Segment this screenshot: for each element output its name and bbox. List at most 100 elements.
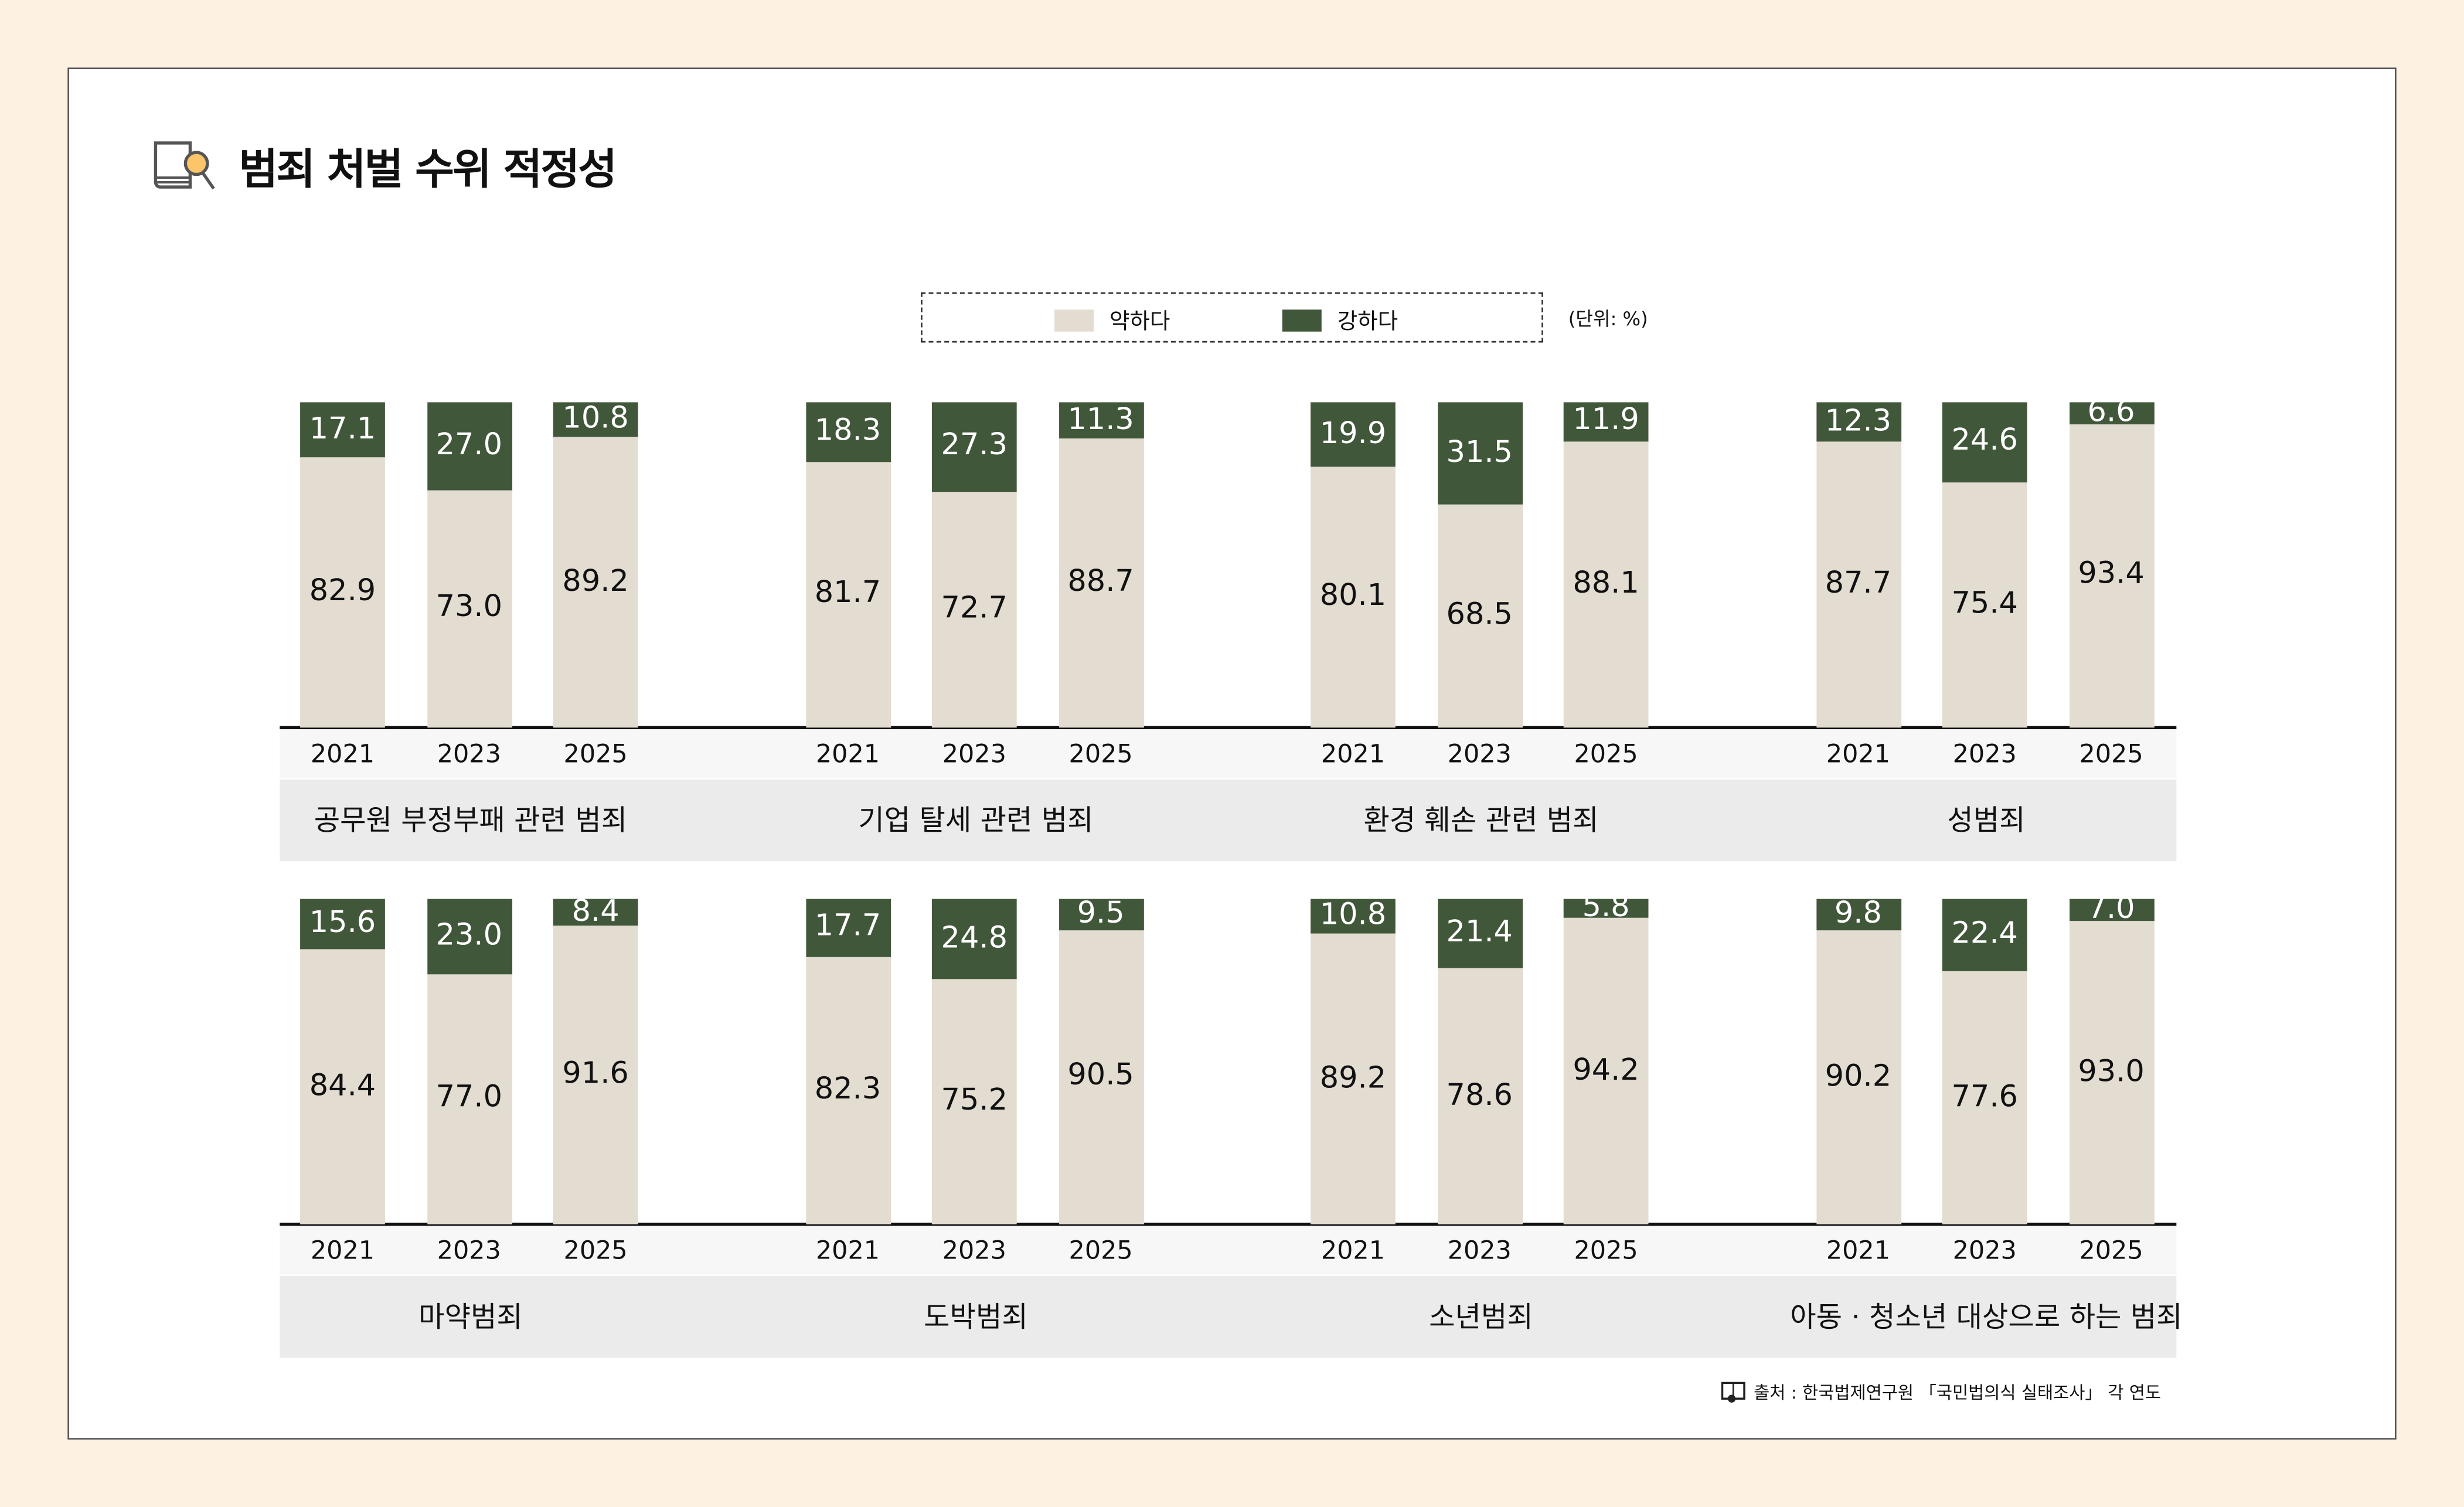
legend-label-weak: 약하다 (1109, 309, 1170, 335)
data-label-strong: 31.5 (1446, 434, 1513, 470)
bar-strong-2023 (1942, 899, 2027, 972)
bar-strong-2021 (300, 402, 385, 458)
bar-strong-2021 (805, 402, 890, 462)
data-label-strong: 8.4 (571, 893, 620, 928)
source-icon (1721, 1382, 1745, 1403)
data-label-strong: 17.1 (309, 411, 376, 446)
bar-weak-2025 (1058, 439, 1143, 728)
bar-weak-2023 (1942, 482, 2027, 728)
data-label-strong: 21.4 (1446, 914, 1513, 950)
bar-weak-2025 (553, 437, 638, 728)
data-label-weak: 73.0 (435, 590, 503, 625)
x-tick-label: 2023 (1447, 739, 1512, 769)
bar-weak-2021 (1311, 467, 1396, 728)
x-tick-label: 2025 (563, 739, 628, 769)
bar-strong-2023 (931, 402, 1017, 491)
data-label-strong: 10.8 (1319, 897, 1387, 933)
bar-weak-2023 (1942, 971, 2027, 1224)
bar-weak-2023 (931, 979, 1017, 1224)
x-tick-label: 2025 (2079, 1235, 2143, 1266)
data-label-strong: 15.6 (309, 905, 376, 940)
bar-strong-2021 (1311, 402, 1396, 467)
bar-weak-2021 (805, 461, 890, 728)
data-label-strong: 22.4 (1951, 916, 2018, 951)
x-tick-label: 2023 (437, 739, 501, 769)
bar-strong-2021 (300, 899, 385, 950)
bar-weak-2025 (2068, 921, 2154, 1224)
bar-strong-2021 (805, 899, 890, 957)
category-band (280, 1276, 2177, 1358)
x-tick-label: 2025 (1068, 739, 1133, 769)
data-label-strong: 12.3 (1825, 403, 1892, 438)
x-tick-label: 2023 (437, 1235, 501, 1266)
category-label: 성범죄 (1947, 804, 2026, 838)
data-label-strong: 27.3 (941, 427, 1008, 462)
bar-strong-2023 (1437, 899, 1522, 969)
legend-item-strong: 강하다 (1282, 305, 1398, 336)
category-label: 공무원 부정부패 관련 범죄 (314, 804, 628, 838)
data-label-strong: 18.3 (814, 413, 882, 448)
category-label: 마약범죄 (418, 1301, 523, 1335)
bar-weak-2025 (2068, 423, 2154, 728)
bar-strong-2023 (1942, 402, 2027, 482)
x-tick-label: 2023 (1447, 1235, 1512, 1266)
data-label-strong: 11.3 (1067, 402, 1134, 437)
data-label-weak: 75.2 (941, 1083, 1008, 1118)
x-tick-label: 2021 (310, 1235, 375, 1266)
source-note: 출처 : 한국법제연구원 「국민법의식 실태조사」 각 연도 (1721, 1380, 2161, 1405)
category-band (280, 779, 2177, 862)
data-label-weak: 90.2 (1825, 1059, 1892, 1094)
page-title: 범죄 처벌 수위 적정성 (239, 146, 618, 195)
data-label-weak: 72.7 (941, 590, 1008, 625)
data-label-strong: 27.0 (435, 427, 503, 462)
data-label-weak: 88.1 (1573, 565, 1639, 600)
data-label-weak: 78.6 (1446, 1077, 1513, 1113)
legend: 약하다 강하다 (921, 292, 1543, 343)
data-label-weak: 93.4 (2078, 556, 2145, 591)
category-label: 도박범죄 (924, 1301, 1028, 1335)
x-tick-label: 2025 (2079, 739, 2143, 769)
category-label: 소년범죄 (1429, 1301, 1533, 1335)
data-label-strong: 19.9 (1319, 416, 1387, 451)
data-label-weak: 82.9 (309, 574, 376, 609)
unit-label: (단위: %) (1568, 308, 1648, 331)
data-label-strong: 7.0 (2087, 891, 2135, 926)
x-tick-label: 2021 (1826, 739, 1890, 769)
data-label-strong: 6.6 (2087, 394, 2135, 429)
data-label-weak: 94.2 (1573, 1052, 1639, 1087)
data-label-weak: 84.4 (309, 1068, 376, 1103)
data-label-weak: 80.1 (1319, 578, 1387, 613)
x-tick-label: 2025 (1068, 1235, 1133, 1266)
bar-weak-2025 (1058, 930, 1143, 1224)
data-label-weak: 89.2 (562, 563, 629, 598)
data-label-weak: 68.5 (1446, 597, 1513, 632)
x-tick-label: 2021 (310, 739, 375, 769)
x-tick-label: 2021 (1321, 1235, 1386, 1266)
data-label-weak: 90.5 (1067, 1058, 1134, 1093)
data-label-strong: 5.8 (1582, 889, 1630, 924)
bar-strong-2025 (1563, 402, 1649, 441)
data-label-strong: 9.5 (1077, 895, 1125, 930)
category-label: 아동 · 청소년 대상으로 하는 범죄 (1790, 1301, 2183, 1335)
bar-weak-2023 (426, 490, 512, 728)
data-label-weak: 81.7 (814, 576, 882, 611)
x-tick-label: 2023 (1952, 1235, 2017, 1266)
bar-weak-2021 (300, 458, 385, 728)
category-label: 기업 탈세 관련 범죄 (858, 804, 1094, 838)
book-search-icon (154, 141, 215, 190)
data-label-strong: 11.9 (1573, 403, 1639, 438)
data-label-weak: 75.4 (1951, 586, 2018, 621)
data-label-strong: 9.8 (1834, 896, 1882, 931)
bar-weak-2023 (426, 974, 512, 1224)
x-tick-label: 2021 (1826, 1235, 1890, 1266)
bar-weak-2021 (1816, 442, 1901, 728)
data-label-strong: 23.0 (435, 917, 503, 952)
data-label-weak: 93.0 (2078, 1054, 2145, 1089)
data-label-strong: 24.6 (1951, 423, 2018, 458)
bar-weak-2025 (1563, 441, 1649, 728)
data-label-strong: 17.7 (814, 909, 882, 944)
bar-weak-2025 (1563, 917, 1649, 1224)
bar-strong-2023 (426, 402, 512, 491)
bar-strong-2025 (2068, 899, 2154, 922)
